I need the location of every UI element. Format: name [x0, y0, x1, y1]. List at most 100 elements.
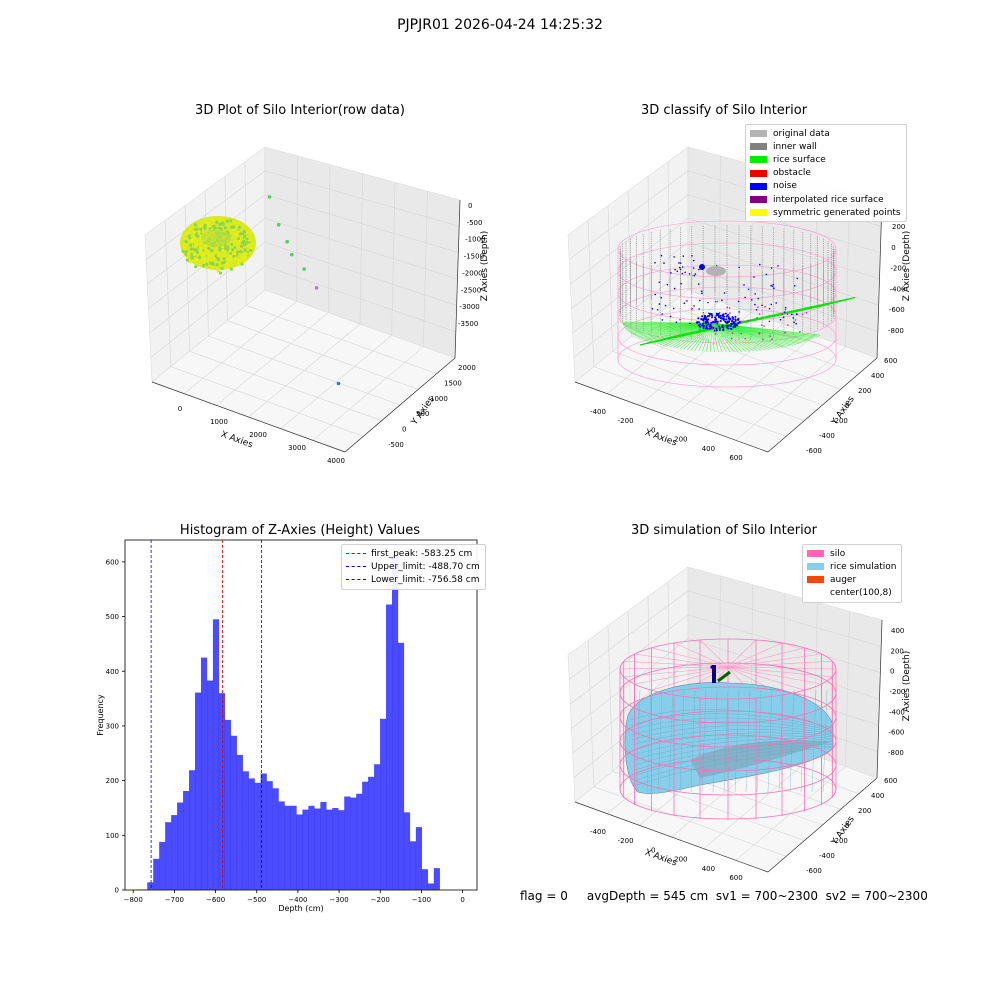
noise-point — [782, 316, 785, 319]
rice-mesh-line — [756, 689, 762, 793]
legend2-label: noise — [773, 181, 797, 192]
surface-point — [184, 240, 188, 244]
p4-ytick-0: 0 — [845, 822, 849, 830]
panel3-reference-lines — [150, 540, 262, 890]
noise-point — [773, 287, 775, 290]
x-tick-label: −700 — [165, 896, 184, 904]
rice-surface-line — [672, 322, 713, 348]
p2-ytick--600: -600 — [806, 447, 822, 455]
noise-point — [724, 320, 727, 323]
p1-ytick-500: 500 — [416, 410, 429, 418]
grid-line — [572, 241, 879, 334]
noise-point — [708, 312, 710, 315]
noise-point — [702, 326, 705, 329]
noise-point — [709, 312, 712, 315]
noise-point — [754, 293, 756, 295]
surface-point — [236, 230, 240, 234]
surface-point — [239, 232, 243, 236]
noise-point — [765, 273, 768, 276]
legend4-item: center(100,8) — [807, 587, 896, 600]
legend2-swatch — [750, 209, 767, 217]
silo-ring — [619, 758, 837, 820]
rice-mesh-line — [635, 689, 641, 793]
interpolated-point — [756, 316, 758, 319]
noise-point — [681, 272, 684, 275]
legend2-swatch — [750, 143, 767, 151]
surface-point — [181, 249, 185, 253]
surface-point — [218, 222, 222, 227]
surface-point — [243, 234, 247, 238]
histogram-bar — [171, 815, 178, 890]
noise-point — [734, 320, 737, 322]
noise-point — [775, 302, 777, 304]
noise-point — [747, 288, 750, 291]
histogram-bar — [194, 692, 202, 890]
interpolated-point — [799, 331, 801, 333]
histogram-bar — [242, 771, 249, 890]
y-tick-label: 200 — [106, 777, 119, 785]
silo-ring — [619, 710, 837, 772]
noise-point — [715, 318, 718, 321]
histogram-bar — [278, 801, 285, 890]
noise-point — [707, 323, 710, 326]
interpolated-point — [728, 307, 731, 309]
legend4-swatch — [807, 589, 824, 597]
histogram-bar — [254, 782, 261, 890]
silo-ring — [619, 662, 837, 724]
surface-point — [192, 252, 196, 257]
rice-mesh-line — [657, 689, 663, 793]
interpolated-point — [747, 319, 749, 322]
auger-arm — [717, 670, 731, 683]
surface-point — [225, 219, 229, 223]
rice-surface-line — [694, 322, 713, 351]
noise-point — [661, 319, 664, 321]
histogram-bar — [284, 805, 291, 890]
panel2-tick-labels: -400-2000200400600-600-400-2000200400600… — [590, 223, 906, 462]
histogram-bar — [326, 809, 333, 890]
legend3-label: first_peak: -583.25 cm — [371, 548, 473, 559]
p2-xtick-200: 200 — [674, 436, 687, 444]
histogram-bar — [212, 619, 220, 890]
p2-xtick-600: 600 — [729, 454, 742, 462]
legend2-item: noise — [750, 180, 901, 193]
legend4-swatch — [807, 563, 824, 571]
histogram-bar — [135, 889, 142, 890]
p1-ztick--500: -500 — [467, 219, 483, 227]
surface-point — [188, 227, 192, 231]
noise-point — [761, 304, 763, 307]
legend3-line-sample — [346, 579, 366, 581]
noise-point — [727, 321, 729, 324]
noise-point — [718, 327, 721, 330]
noise-point — [688, 273, 691, 275]
noise-point — [725, 318, 728, 321]
noise-point — [706, 315, 709, 318]
rice-mesh-line — [633, 738, 833, 761]
noise-point — [701, 315, 704, 318]
noise-point — [730, 327, 733, 330]
rice-mesh-line — [633, 735, 833, 756]
p2-xtick-0: 0 — [651, 426, 655, 434]
center-point — [710, 665, 714, 669]
surface-point — [248, 251, 252, 256]
noise-point — [692, 267, 695, 269]
noise-point — [757, 297, 759, 300]
p2-xtick--400: -400 — [590, 408, 606, 416]
histogram-bar — [236, 754, 243, 890]
rice-surface-line — [687, 322, 713, 351]
noise-point — [678, 262, 680, 264]
legend3-line-sample — [346, 553, 366, 555]
p4-ztick-200: 200 — [891, 647, 904, 655]
surface-point — [224, 265, 229, 269]
surface-point — [220, 261, 225, 265]
histogram-bar — [350, 797, 357, 890]
surface-point — [218, 271, 223, 275]
legend2-label: interpolated rice surface — [773, 194, 884, 205]
surface-point — [195, 250, 199, 254]
histogram-bar — [147, 882, 154, 890]
surface-point — [225, 262, 229, 266]
noise-point — [726, 326, 729, 329]
noise-point — [663, 262, 665, 264]
p1-xtick-1000: 1000 — [210, 418, 228, 426]
silo-roof-spoke — [727, 639, 757, 668]
noise-point — [681, 266, 684, 268]
